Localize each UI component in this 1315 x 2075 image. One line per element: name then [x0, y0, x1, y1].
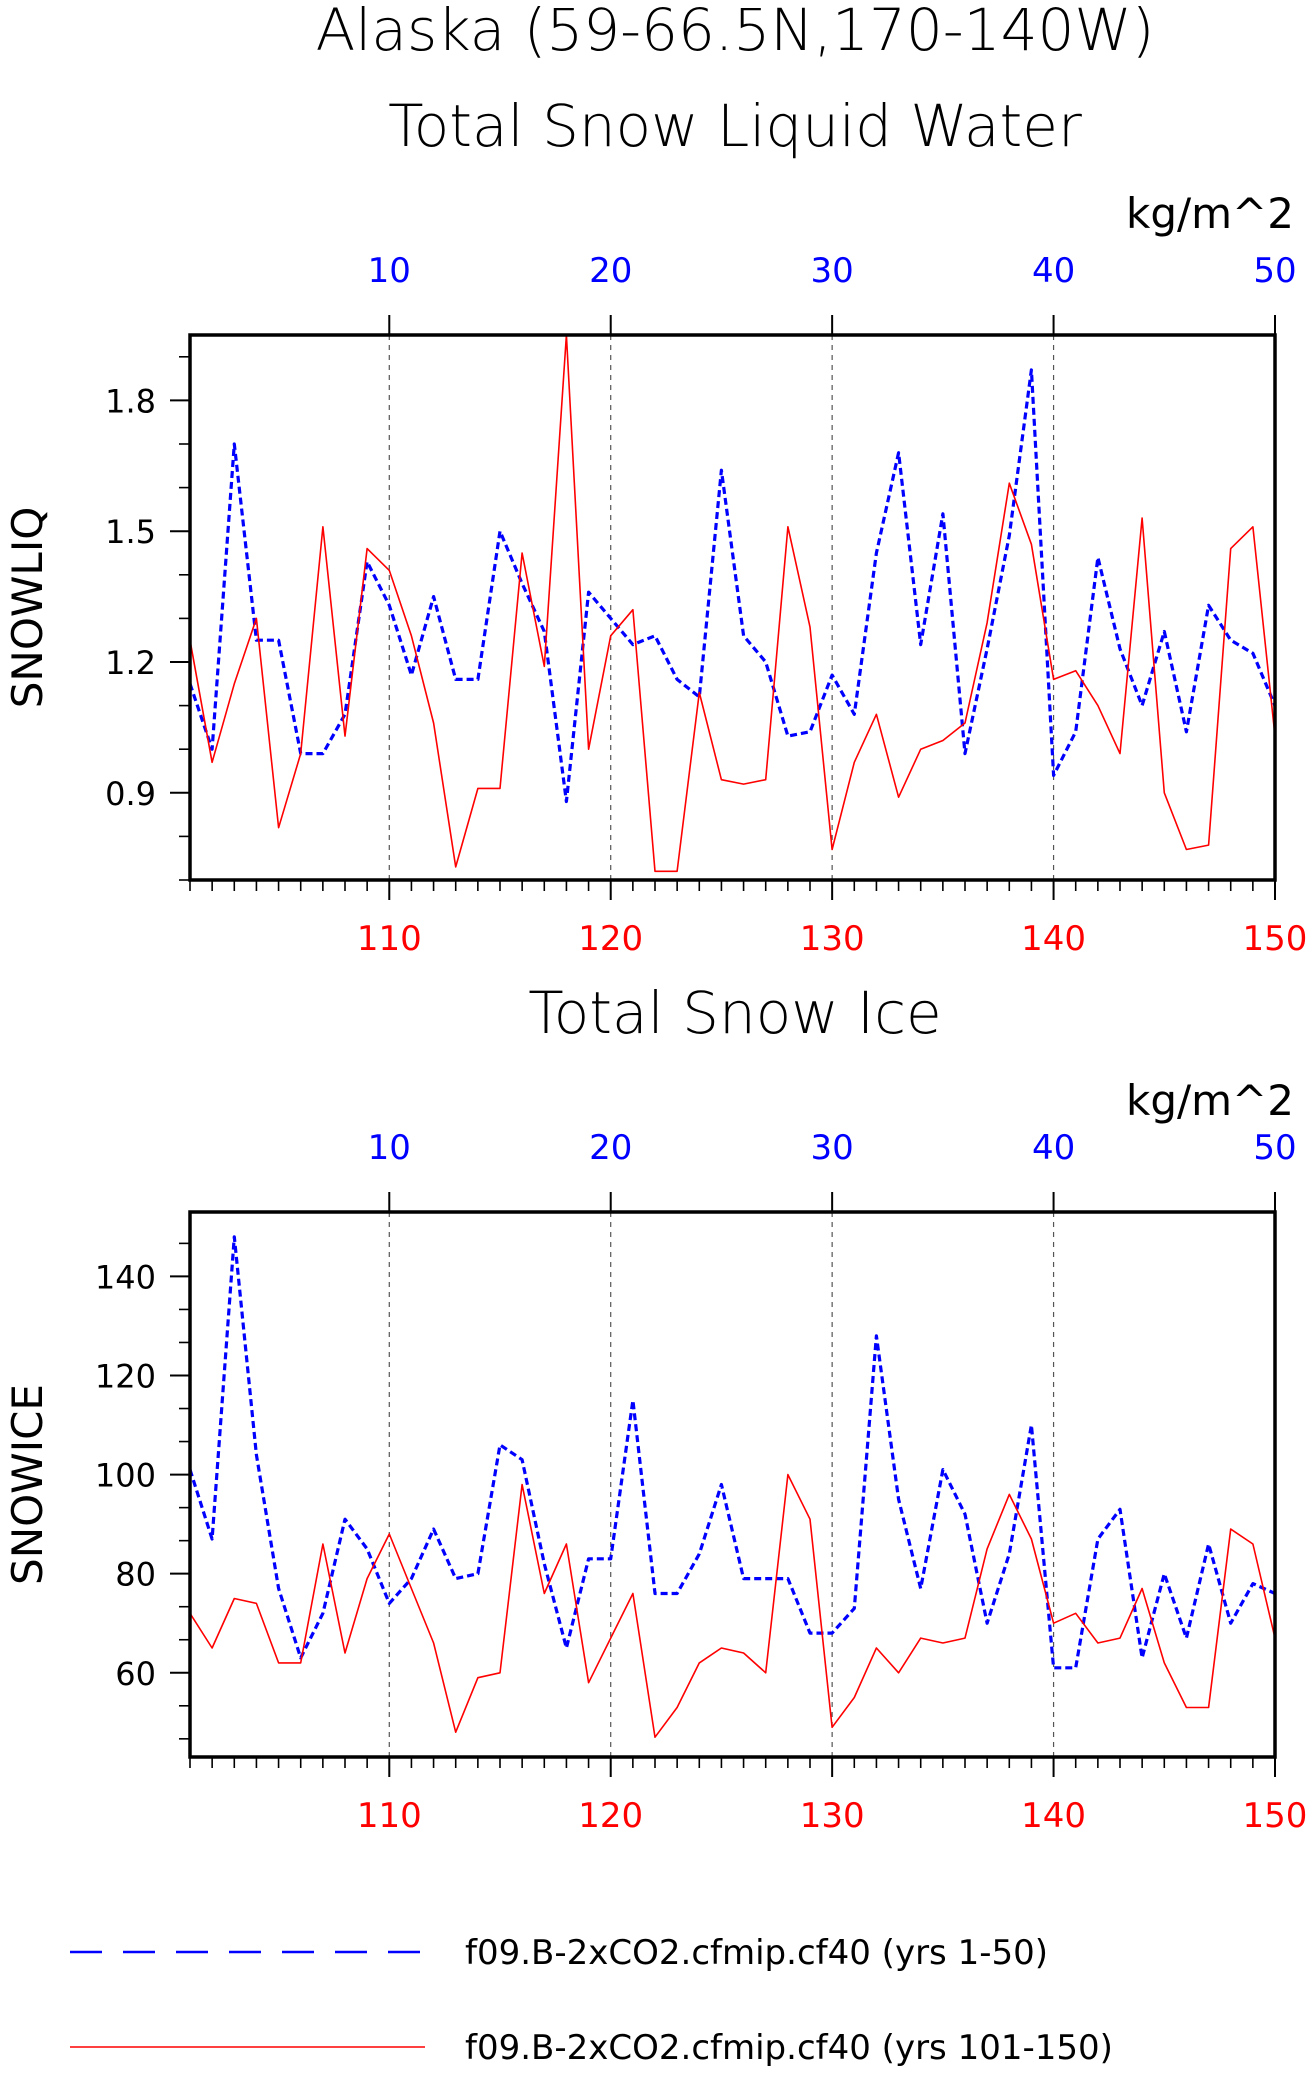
panel2-title: Total Snow Ice	[528, 979, 942, 1047]
x-top-tick-label: 30	[811, 251, 854, 291]
legend-label: f09.B-2xCO2.cfmip.cf40 (yrs 101-150)	[465, 2028, 1113, 2068]
x-bottom-tick-label: 140	[1021, 1796, 1086, 1836]
series-yrs-1-50-line	[188, 368, 1277, 804]
series-yrs-1-50-line	[188, 1235, 1276, 1670]
x-top-tick-label: 40	[1032, 251, 1075, 291]
x-bottom-tick-label: 150	[1243, 1796, 1308, 1836]
x-bottom-tick-label: 130	[800, 919, 865, 959]
y-tick-label: 60	[115, 1655, 156, 1693]
y-tick-label: 1.5	[105, 513, 156, 551]
legend: f09.B-2xCO2.cfmip.cf40 (yrs 1-50) f09.B-2…	[70, 1933, 1113, 2068]
series-yrs-101-150-line	[189, 1473, 1276, 1738]
y-tick-label: 80	[115, 1556, 156, 1594]
series-yrs-101-150-line	[189, 334, 1276, 873]
x-bottom-tick-label: 110	[357, 1796, 422, 1836]
y-tick-label: 1.8	[105, 382, 156, 420]
x-top-tick-label: 50	[1253, 1128, 1296, 1168]
x-top-tick-label: 50	[1253, 251, 1296, 291]
y-tick-label: 1.2	[105, 644, 156, 682]
snowice-chart: 60 80 100 120 140 110 120 130 140 150 10 20 30 40 50kg…	[3, 1076, 1307, 1836]
y-tick-label: 120	[95, 1358, 156, 1396]
units-label: kg/m^2	[1126, 1076, 1294, 1125]
x-bottom-tick-label: 120	[578, 1796, 643, 1836]
x-bottom-tick-label: 150	[1243, 919, 1308, 959]
x-bottom-tick-label: 110	[357, 919, 422, 959]
plot-frame	[188, 333, 1277, 882]
legend-label: f09.B-2xCO2.cfmip.cf40 (yrs 1-50)	[465, 1933, 1048, 1973]
y-axis-label: SNOWLIQ	[3, 507, 52, 709]
x-top-tick-label: 10	[368, 1128, 411, 1168]
units-label: kg/m^2	[1126, 189, 1294, 238]
x-bottom-tick-label: 120	[578, 919, 643, 959]
x-bottom-tick-label: 130	[800, 1796, 865, 1836]
x-top-tick-label: 20	[589, 1128, 632, 1168]
plot-frame	[188, 1210, 1277, 1759]
y-tick-label: 100	[95, 1457, 156, 1495]
x-top-tick-label: 30	[811, 1128, 854, 1168]
y-axis-label: SNOWICE	[3, 1384, 52, 1585]
x-top-tick-label: 20	[589, 251, 632, 291]
panel1-title: Total Snow Liquid Water	[388, 92, 1082, 160]
x-bottom-tick-label: 140	[1021, 919, 1086, 959]
y-tick-label: 140	[95, 1258, 156, 1296]
x-top-tick-label: 40	[1032, 1128, 1075, 1168]
x-top-tick-label: 10	[368, 251, 411, 291]
figure-title: Alaska (59-66.5N,170-140W)	[316, 0, 1155, 64]
snowliq-chart: 0.9 1.2 1.5 1.8 110 120 130 140 150 10 20 30 40 50 kg/…	[3, 189, 1307, 959]
y-tick-label: 0.9	[105, 775, 156, 813]
